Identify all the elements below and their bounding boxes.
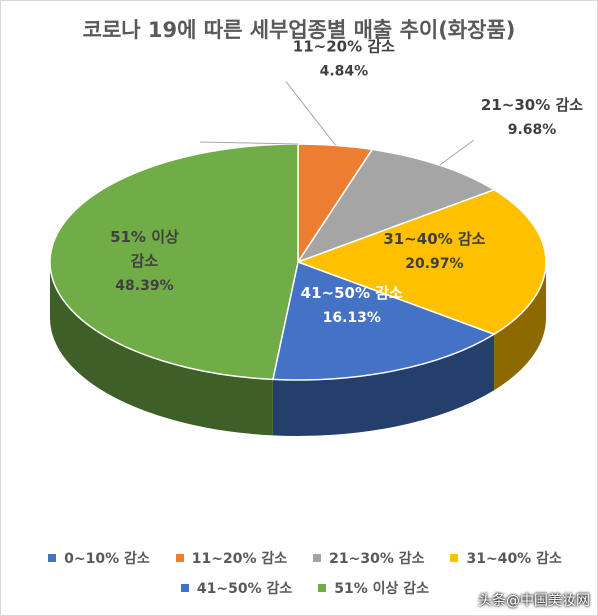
leader-line-3 <box>439 139 475 166</box>
pie-label-6-line-3: 48.39% <box>115 278 173 294</box>
pie-wall-4 <box>494 262 546 391</box>
leader-line-2 <box>285 81 336 146</box>
legend-item-3: 21~30% 감소 <box>313 548 424 568</box>
pie-label-2-line-2: 4.84% <box>320 63 369 79</box>
chart-legend: 0~10% 감소 11~20% 감소 21~30% 감소 31~40% 감소 41~50… <box>40 548 570 598</box>
pie-slice-5 <box>271 260 496 381</box>
legend-label: 31~40% 감소 <box>466 551 562 567</box>
leader-line-1 <box>199 141 299 145</box>
legend-item-4: 31~40% 감소 <box>450 548 562 568</box>
legend-item-1: 0~10% 감소 <box>48 548 150 568</box>
pie-label-6-line-1: 51% 이상 <box>110 228 179 246</box>
pie-slice-6 <box>49 143 299 381</box>
pie-label-4-line-2: 20.97% <box>405 256 463 272</box>
legend-label: 21~30% 감소 <box>329 551 425 567</box>
chart-title: 코로나 19에 따른 세부업종별 매출 추이(화장품) <box>82 18 516 42</box>
legend-swatch <box>318 584 327 592</box>
watermark: 头条@中国美妆网 <box>478 593 590 609</box>
pie-label-3-line-1: 21~30% 감소 <box>481 96 583 114</box>
legend-swatch <box>313 554 322 562</box>
legend-item-5: 41~50% 감소 <box>180 578 293 598</box>
pie-label-1-line-2: 0.00% <box>116 124 165 140</box>
pie-label-1-line-1: 0~10% 감소 <box>94 98 186 116</box>
pie-slice-4 <box>295 188 547 336</box>
legend-label: 51% 이상 감소 <box>334 581 430 597</box>
pie-label-6-line-2: 감소 <box>131 252 159 270</box>
legend-item-6: 51% 이상 감소 <box>318 578 429 598</box>
pie-slices <box>49 143 547 381</box>
legend-swatch <box>48 554 57 562</box>
pie-labels: 0~10% 감소 0.00% 11~20% 감소 4.84% 21~30% 감소 9.68… <box>94 37 583 326</box>
legend-label: 41~50% 감소 <box>196 581 293 597</box>
pie-label-5-line-1: 41~50% 감소 <box>301 284 403 302</box>
legend-label: 0~10% 감소 <box>64 551 150 567</box>
pie-label-2-line-1: 11~20% 감소 <box>293 37 395 55</box>
pie-label-3-line-2: 9.68% <box>508 122 557 138</box>
pie-label-5-line-2: 16.13% <box>323 310 381 326</box>
legend-swatch <box>175 554 184 562</box>
pie-wall-6 <box>50 262 273 436</box>
legend-label: 11~20% 감소 <box>191 551 288 567</box>
pie-label-4-line-1: 31~40% 감소 <box>383 230 485 248</box>
pie-slice-3 <box>296 148 496 264</box>
legend-swatch <box>450 554 459 562</box>
legend-swatch <box>180 584 189 592</box>
legend-item-2: 11~20% 감소 <box>175 548 288 568</box>
pie-chart: 0~10% 감소 0.00% 11~20% 감소 4.84% 21~30% 감소 9.68… <box>49 37 583 436</box>
